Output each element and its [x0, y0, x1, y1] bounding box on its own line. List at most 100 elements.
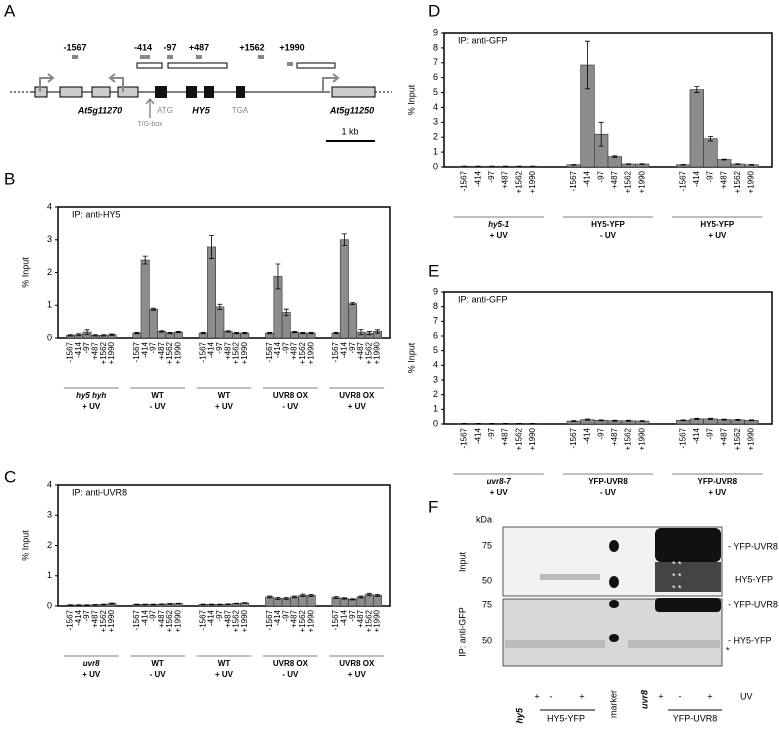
error-bar — [612, 155, 618, 158]
error-bar — [217, 303, 223, 310]
x-tick-label: +1562 — [624, 427, 633, 450]
error-bar — [341, 233, 347, 247]
y-tick-label: 3 — [433, 374, 438, 384]
error-bar — [333, 332, 339, 335]
group-label: HY5-YFP — [700, 220, 734, 229]
x-tick-label: -414 — [273, 609, 282, 626]
uv-sign: + — [534, 691, 539, 701]
x-tick-label: +1990 — [637, 427, 646, 450]
y-tick-label: 7 — [433, 316, 438, 326]
y-axis-label: % Input — [20, 530, 30, 561]
x-tick-label: +1562 — [165, 609, 174, 632]
x-tick-label: -1567 — [331, 341, 340, 362]
x-tick-label: +1562 — [514, 427, 523, 450]
bar — [339, 239, 349, 339]
bar — [207, 246, 216, 339]
scale-label: 1 kb — [341, 126, 358, 136]
error-bar — [175, 331, 181, 334]
error-bar — [142, 255, 148, 265]
error-bar — [626, 419, 631, 422]
panel-letter: B — [4, 169, 15, 188]
error-bar — [749, 419, 754, 422]
y-tick-label: 0 — [47, 600, 52, 610]
x-tick-label: +487 — [90, 609, 99, 628]
probe-box — [136, 62, 163, 69]
x-tick-label: -414 — [74, 341, 83, 358]
x-tick-label: -1567 — [460, 427, 469, 448]
site-mark — [167, 55, 173, 59]
group-label: UVR8 OX — [339, 391, 375, 400]
bar — [348, 303, 358, 339]
group-condition: - UV — [600, 488, 617, 497]
plot-frame — [57, 484, 391, 607]
error-bar — [721, 158, 727, 161]
gene-label: At5g11250 — [329, 105, 374, 115]
y-tick-label: 5 — [433, 345, 438, 355]
x-tick-label: -1567 — [265, 609, 274, 630]
tss-arrow — [108, 73, 124, 92]
error-bar — [366, 592, 372, 597]
site-mark — [72, 55, 78, 59]
y-axis-label: % Input — [406, 342, 416, 373]
x-tick-label: -1567 — [331, 609, 340, 630]
lane-label: hy5 — [514, 707, 524, 724]
error-bar — [585, 40, 590, 90]
uv-label: UV — [740, 691, 753, 701]
x-tick-label: +487 — [501, 427, 510, 446]
error-bar — [150, 603, 156, 606]
x-tick-label: -414 — [583, 427, 592, 444]
error-bar — [67, 334, 73, 337]
y-tick-label: 0 — [433, 418, 438, 428]
band — [540, 574, 600, 580]
unit-label: kDa — [476, 514, 492, 524]
error-bar — [694, 417, 700, 420]
x-tick-label: +487 — [610, 170, 619, 189]
codon-label: ATG — [157, 106, 173, 115]
marker-band — [609, 540, 619, 552]
y-tick-label: 4 — [47, 201, 52, 211]
x-tick-label: +487 — [290, 341, 299, 360]
error-bar — [749, 164, 754, 166]
bar — [703, 138, 718, 168]
x-tick-label: +487 — [90, 341, 99, 360]
error-bar — [242, 602, 248, 604]
band-label: - YFP-UVR8 — [728, 599, 778, 609]
error-bar — [233, 332, 239, 335]
error-bar — [233, 602, 239, 605]
chart-title: IP: anti-GFP — [458, 35, 508, 45]
lane-label: YFP-UVR8 — [673, 713, 718, 723]
x-tick-label: +1990 — [637, 170, 646, 193]
band — [655, 528, 721, 562]
x-tick-label: -1567 — [66, 341, 75, 362]
x-tick-label: +1562 — [232, 341, 241, 364]
y-tick-label: 3 — [47, 234, 52, 244]
x-tick-label: +487 — [157, 341, 166, 360]
bar — [689, 89, 704, 168]
x-tick-label: -97 — [149, 341, 158, 353]
error-bar — [267, 332, 273, 335]
group-condition: + UV — [82, 670, 101, 679]
x-tick-label: -1567 — [265, 341, 274, 362]
error-bar — [217, 603, 223, 606]
y-tick-label: 0 — [47, 332, 52, 342]
error-bar — [292, 331, 298, 334]
x-tick-label: -1567 — [132, 341, 141, 362]
x-tick-label: +487 — [719, 170, 728, 189]
x-tick-label: -97 — [215, 341, 224, 353]
error-bar — [366, 331, 372, 336]
plot-frame — [443, 291, 773, 425]
x-tick-label: +1990 — [373, 609, 382, 632]
y-tick-label: 5 — [433, 87, 438, 97]
error-bar — [159, 603, 165, 605]
x-tick-label: +487 — [719, 427, 728, 446]
error-bar — [225, 603, 231, 605]
panel-letter: F — [428, 497, 438, 516]
error-bar — [350, 302, 356, 305]
error-bar — [708, 417, 713, 420]
lane-label: marker — [608, 690, 618, 718]
x-tick-label: +487 — [610, 427, 619, 446]
x-tick-label: +1562 — [624, 170, 633, 193]
bar — [364, 594, 374, 607]
exon — [236, 86, 245, 98]
error-bar — [134, 603, 140, 606]
